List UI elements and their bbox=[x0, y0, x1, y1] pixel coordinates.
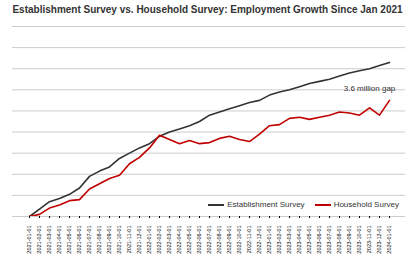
svg-text:2023-02-01: 2023-02-01 bbox=[276, 226, 282, 254]
svg-text:2022-01-01: 2022-01-01 bbox=[146, 226, 152, 254]
svg-text:2023-07-01: 2023-07-01 bbox=[326, 226, 332, 254]
svg-text:2021-03-01: 2021-03-01 bbox=[46, 226, 52, 254]
svg-text:2022-08-01: 2022-08-01 bbox=[216, 226, 222, 254]
svg-text:2023-03-01: 2023-03-01 bbox=[286, 226, 292, 254]
svg-text:2023-04-01: 2023-04-01 bbox=[296, 226, 302, 254]
svg-text:2021-06-01: 2021-06-01 bbox=[76, 226, 82, 254]
svg-text:2023-05-01: 2023-05-01 bbox=[306, 226, 312, 254]
svg-text:2022-05-01: 2022-05-01 bbox=[186, 226, 192, 254]
svg-text:2022-04-01: 2022-04-01 bbox=[176, 226, 182, 254]
svg-text:2023-11-01: 2023-11-01 bbox=[366, 226, 372, 254]
svg-text:2023-06-01: 2023-06-01 bbox=[316, 226, 322, 254]
svg-text:2022-07-01: 2022-07-01 bbox=[206, 226, 212, 254]
svg-text:2022-09-01: 2022-09-01 bbox=[226, 226, 232, 254]
svg-text:2022-10-01: 2022-10-01 bbox=[236, 226, 242, 254]
svg-text:2021-05-01: 2021-05-01 bbox=[66, 226, 72, 254]
svg-text:2023-09-01: 2023-09-01 bbox=[346, 226, 352, 254]
svg-text:2021-11-01: 2021-11-01 bbox=[126, 226, 132, 254]
svg-text:2022-11-01: 2022-11-01 bbox=[246, 226, 252, 254]
svg-text:2021-01-01: 2021-01-01 bbox=[26, 226, 32, 254]
svg-text:2024-01-01: 2024-01-01 bbox=[386, 226, 392, 254]
svg-text:2021-10-01: 2021-10-01 bbox=[116, 226, 122, 254]
svg-text:2023-01-01: 2023-01-01 bbox=[266, 226, 272, 254]
svg-text:2021-04-01: 2021-04-01 bbox=[56, 226, 62, 254]
html-text:Household Survey: Household Survey bbox=[333, 200, 399, 209]
svg-text:2021-08-01: 2021-08-01 bbox=[96, 226, 102, 254]
svg-text:2022-03-01: 2022-03-01 bbox=[166, 226, 172, 254]
svg-text:2021-12-01: 2021-12-01 bbox=[136, 226, 142, 254]
svg-text:2021-09-01: 2021-09-01 bbox=[106, 226, 112, 254]
svg-text:2022-06-01: 2022-06-01 bbox=[196, 226, 202, 254]
svg-text:2023-10-01: 2023-10-01 bbox=[356, 226, 362, 254]
svg-text:2022-12-01: 2022-12-01 bbox=[256, 226, 262, 254]
svg-text:2021-07-01: 2021-07-01 bbox=[86, 226, 92, 254]
html-text:Establishment Survey: Establishment Survey bbox=[227, 200, 305, 209]
svg-text:2023-12-01: 2023-12-01 bbox=[376, 226, 382, 254]
svg-text:2022-02-01: 2022-02-01 bbox=[156, 226, 162, 254]
svg-text:3.6 million gap: 3.6 million gap bbox=[344, 84, 396, 93]
html-text:Establishment Survey vs. House: Establishment Survey vs. Household Surve… bbox=[12, 4, 403, 15]
svg-text:2021-02-01: 2021-02-01 bbox=[36, 226, 42, 254]
svg-text:2023-08-01: 2023-08-01 bbox=[336, 226, 342, 254]
